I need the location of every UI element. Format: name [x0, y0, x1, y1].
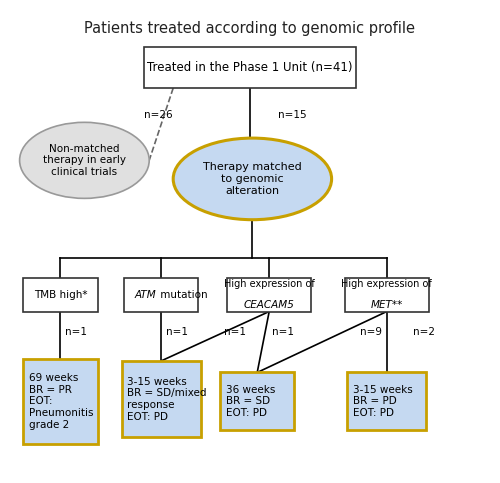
Text: 3-15 weeks
BR = SD/mixed
response
EOT: PD: 3-15 weeks BR = SD/mixed response EOT: P… [128, 377, 207, 422]
Text: Therapy matched
to genomic
alteration: Therapy matched to genomic alteration [203, 162, 302, 196]
Text: n=1: n=1 [224, 327, 246, 337]
FancyBboxPatch shape [144, 47, 356, 88]
Text: High expression of: High expression of [224, 279, 314, 289]
Text: n=26: n=26 [144, 110, 173, 120]
Text: MET**: MET** [370, 300, 403, 311]
Ellipse shape [20, 122, 149, 199]
Text: n=1: n=1 [272, 327, 293, 337]
Text: n=9: n=9 [360, 327, 382, 337]
Text: ATM: ATM [134, 290, 156, 300]
FancyBboxPatch shape [122, 361, 201, 438]
Text: High expression of: High expression of [342, 279, 432, 289]
Ellipse shape [173, 138, 332, 220]
FancyBboxPatch shape [124, 278, 198, 312]
FancyBboxPatch shape [227, 278, 311, 312]
Text: Non-matched
therapy in early
clinical trials: Non-matched therapy in early clinical tr… [43, 144, 126, 177]
FancyBboxPatch shape [347, 372, 426, 430]
Text: n=1: n=1 [166, 327, 188, 337]
FancyBboxPatch shape [23, 358, 98, 444]
Text: 69 weeks
BR = PR
EOT:
Pneumonitis
grade 2: 69 weeks BR = PR EOT: Pneumonitis grade … [29, 373, 94, 430]
Text: CEACAM5: CEACAM5 [244, 300, 294, 311]
Text: Patients treated according to genomic profile: Patients treated according to genomic pr… [84, 21, 415, 36]
FancyBboxPatch shape [23, 278, 98, 312]
Text: n=1: n=1 [65, 327, 87, 337]
Text: 36 weeks
BR = SD
EOT: PD: 36 weeks BR = SD EOT: PD [226, 385, 275, 418]
Text: mutation: mutation [158, 290, 208, 300]
FancyBboxPatch shape [220, 372, 294, 430]
Text: n=2: n=2 [413, 327, 435, 337]
Text: 3-15 weeks
BR = PD
EOT: PD: 3-15 weeks BR = PD EOT: PD [353, 385, 412, 418]
FancyBboxPatch shape [345, 278, 429, 312]
Text: n=15: n=15 [278, 110, 306, 120]
Text: Treated in the Phase 1 Unit (n=41): Treated in the Phase 1 Unit (n=41) [147, 61, 353, 74]
Text: TMB high*: TMB high* [34, 290, 87, 300]
